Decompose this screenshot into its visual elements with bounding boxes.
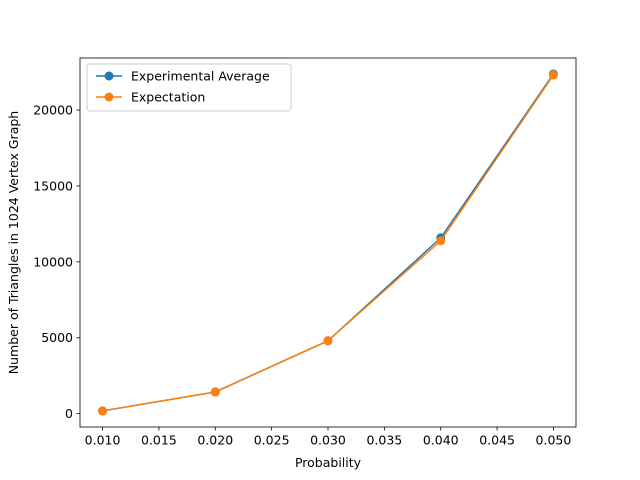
y-tick-label: 15000 [33, 178, 73, 193]
x-tick-label: 0.050 [536, 433, 572, 448]
data-point-expectation [210, 387, 220, 397]
x-tick-label: 0.010 [85, 433, 121, 448]
x-tick-label: 0.015 [141, 433, 177, 448]
x-axis-ticks: 0.010 0.015 0.020 0.025 0.030 0.035 0.040 0.045… [85, 427, 572, 448]
y-tick-label: 10000 [33, 254, 73, 269]
x-tick-label: 0.020 [197, 433, 233, 448]
y-axis-label: Number of Triangles in 1024 Vertex Graph [6, 111, 21, 374]
x-tick-label: 0.025 [254, 433, 290, 448]
x-tick-label: 0.030 [310, 433, 346, 448]
y-tick-label: 5000 [41, 330, 73, 345]
legend-label-experimental-average: Experimental Average [131, 69, 270, 84]
legend-label-expectation: Expectation [131, 90, 205, 105]
data-point-expectation [548, 70, 558, 80]
legend: Experimental Average Expectation [86, 63, 292, 112]
legend-box [86, 63, 292, 112]
x-tick-label: 0.035 [366, 433, 402, 448]
y-tick-label: 0 [65, 406, 73, 421]
y-axis-ticks: 0 5000 10000 15000 20000 [33, 103, 80, 421]
data-point-expectation [436, 236, 446, 246]
x-tick-label: 0.045 [479, 433, 515, 448]
data-point-expectation [323, 336, 333, 346]
legend-marker-expectation [104, 92, 114, 102]
data-point-expectation [98, 406, 108, 416]
legend-marker-experimental-average [104, 71, 114, 81]
plot-area [80, 58, 576, 427]
x-tick-label: 0.040 [423, 433, 459, 448]
x-axis-label: Probability [295, 455, 362, 470]
series-layer [98, 69, 558, 416]
y-tick-label: 20000 [33, 103, 73, 118]
